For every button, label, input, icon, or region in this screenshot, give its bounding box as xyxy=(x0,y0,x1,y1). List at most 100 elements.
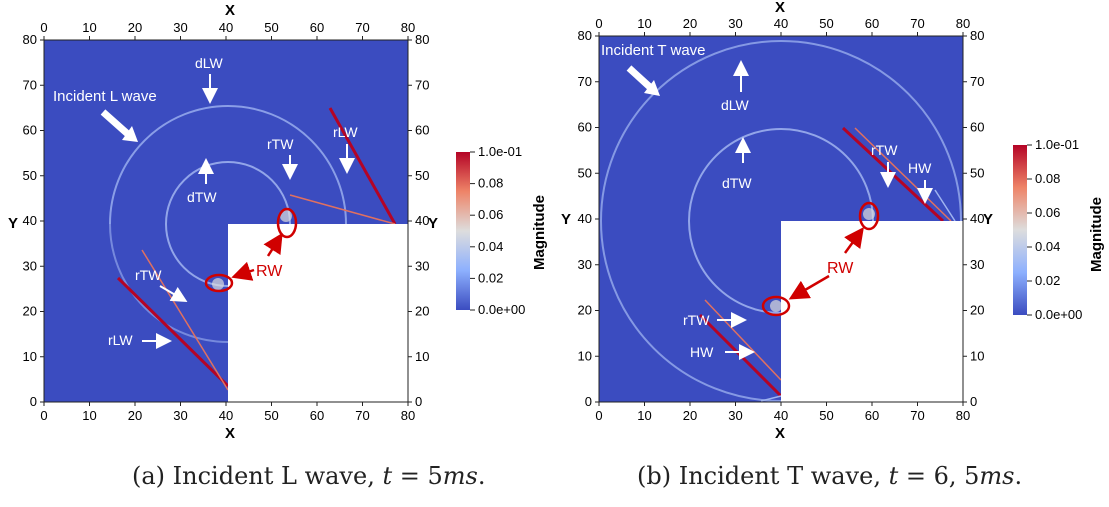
y-tick-label: 60 xyxy=(415,123,429,138)
colorbar-tick-label: 0.08 xyxy=(1035,171,1060,186)
y-axis-title-left: Y xyxy=(561,211,571,228)
x-tick-label: 0 xyxy=(40,20,47,35)
x-tick-label: 10 xyxy=(82,408,96,423)
x-tick-label: 50 xyxy=(819,16,833,31)
wave-front-rtw-top xyxy=(289,194,396,225)
y-axis-right: 0 10 20 30 40 50 60 70 80 xyxy=(408,32,429,409)
colorbar xyxy=(456,152,470,310)
x-tick-label: 60 xyxy=(310,20,324,35)
colorbar-tick-label: 1.0e-01 xyxy=(478,144,522,159)
y-axis-title-right: Y xyxy=(983,211,993,228)
x-tick-label: 10 xyxy=(637,408,651,423)
label-hw-top: HW xyxy=(908,160,932,176)
x-axis-bottom: 0 10 20 30 40 50 60 70 80 xyxy=(40,402,415,423)
x-tick-label: 30 xyxy=(728,16,742,31)
x-tick-label: 30 xyxy=(173,408,187,423)
figure-panel-b: 0 10 20 30 40 50 60 70 80 0 10 20 30 40 50 60 70 80 0 10 2… xyxy=(555,0,1109,507)
x-tick-label: 60 xyxy=(865,16,879,31)
x-tick-label: 0 xyxy=(595,408,602,423)
x-tick-label: 20 xyxy=(128,408,142,423)
y-tick-label: 70 xyxy=(23,77,37,92)
y-tick-label: 70 xyxy=(970,74,984,89)
x-axis-title-top: X xyxy=(225,2,235,19)
x-tick-label: 0 xyxy=(595,16,602,31)
rw-marker-top xyxy=(276,207,298,239)
x-tick-label: 60 xyxy=(865,408,879,423)
x-tick-label: 50 xyxy=(819,408,833,423)
x-axis-title-bottom: X xyxy=(775,425,785,442)
colorbar-tick-label: 0.0e+00 xyxy=(1035,307,1082,322)
colorbar-tick-label: 0.02 xyxy=(478,270,503,285)
colorbar xyxy=(1013,145,1027,315)
y-tick-label: 10 xyxy=(578,348,592,363)
x-tick-label: 70 xyxy=(355,20,369,35)
y-tick-label: 40 xyxy=(415,213,429,228)
y-tick-label: 30 xyxy=(970,257,984,272)
label-rlw-bottom: rLW xyxy=(108,332,133,348)
y-tick-label: 0 xyxy=(585,394,592,409)
y-tick-label: 20 xyxy=(578,303,592,318)
y-axis-title-right: Y xyxy=(428,215,438,232)
y-tick-label: 60 xyxy=(970,120,984,135)
x-tick-label: 70 xyxy=(910,408,924,423)
rw-marker-top xyxy=(858,201,880,231)
x-tick-label: 10 xyxy=(637,16,651,31)
y-tick-label: 20 xyxy=(415,304,429,319)
colorbar-tick-label: 0.04 xyxy=(1035,239,1060,254)
caption-a: (a) Incident L wave, t = 5ms. xyxy=(132,462,486,490)
x-tick-label: 10 xyxy=(82,20,96,35)
x-axis-title-top: X xyxy=(775,0,785,16)
colorbar-tick-label: 0.0e+00 xyxy=(478,302,525,317)
rw-marker-bottom xyxy=(761,295,791,317)
x-tick-label: 40 xyxy=(219,20,233,35)
rw-marker-bottom xyxy=(204,273,234,293)
y-tick-label: 30 xyxy=(578,257,592,272)
incident-arrow xyxy=(626,65,655,92)
x-tick-label: 60 xyxy=(310,408,324,423)
label-rlw-top: rLW xyxy=(333,124,358,140)
y-tick-label: 50 xyxy=(578,165,592,180)
label-rw: RW xyxy=(256,263,283,280)
x-tick-label: 30 xyxy=(173,20,187,35)
x-tick-label: 80 xyxy=(956,408,970,423)
y-tick-label: 60 xyxy=(23,123,37,138)
x-tick-label: 20 xyxy=(683,16,697,31)
x-tick-label: 40 xyxy=(774,408,788,423)
x-tick-label: 20 xyxy=(128,20,142,35)
geometry-notch xyxy=(781,221,963,402)
y-tick-label: 70 xyxy=(415,77,429,92)
label-rtw-bottom: rTW xyxy=(683,312,710,328)
x-tick-label: 40 xyxy=(219,408,233,423)
y-tick-label: 10 xyxy=(415,349,429,364)
label-rw: RW xyxy=(827,260,854,277)
y-tick-label: 30 xyxy=(415,258,429,273)
label-dlw: dLW xyxy=(721,97,750,113)
y-tick-label: 50 xyxy=(415,168,429,183)
colorbar-ticks: 1.0e-01 0.08 0.06 0.04 0.02 0.0e+00 xyxy=(1027,137,1082,322)
label-incident: Incident L wave xyxy=(53,88,157,105)
colorbar-tick-label: 0.02 xyxy=(1035,273,1060,288)
wave-front-rlw-bottom xyxy=(116,276,230,388)
x-tick-label: 50 xyxy=(264,20,278,35)
colorbar-tick-label: 0.06 xyxy=(478,207,503,222)
x-tick-label: 80 xyxy=(956,16,970,31)
label-incident: Incident T wave xyxy=(601,42,706,59)
y-tick-label: 80 xyxy=(578,28,592,43)
colorbar-tick-label: 1.0e-01 xyxy=(1035,137,1079,152)
wave-front-rtw-bottom xyxy=(141,249,229,391)
x-axis-top: 0 10 20 30 40 50 60 70 80 xyxy=(595,16,970,36)
label-dtw: dTW xyxy=(187,189,217,205)
x-tick-label: 20 xyxy=(683,408,697,423)
x-axis-top: 0 10 20 30 40 50 60 70 80 xyxy=(40,20,415,40)
wave-front-dlw xyxy=(109,105,347,225)
colorbar-tick-label: 0.04 xyxy=(478,239,503,254)
geometry-notch xyxy=(228,224,408,402)
y-tick-label: 40 xyxy=(578,211,592,226)
y-axis-title-left: Y xyxy=(8,215,18,232)
wave-front-rlw-top xyxy=(328,107,397,225)
y-tick-label: 0 xyxy=(415,394,422,409)
x-axis-title-bottom: X xyxy=(225,425,235,442)
y-tick-label: 50 xyxy=(970,165,984,180)
y-axis-left: 0 10 20 30 40 50 60 70 80 xyxy=(578,28,599,409)
label-hw-bottom: HW xyxy=(690,344,714,360)
